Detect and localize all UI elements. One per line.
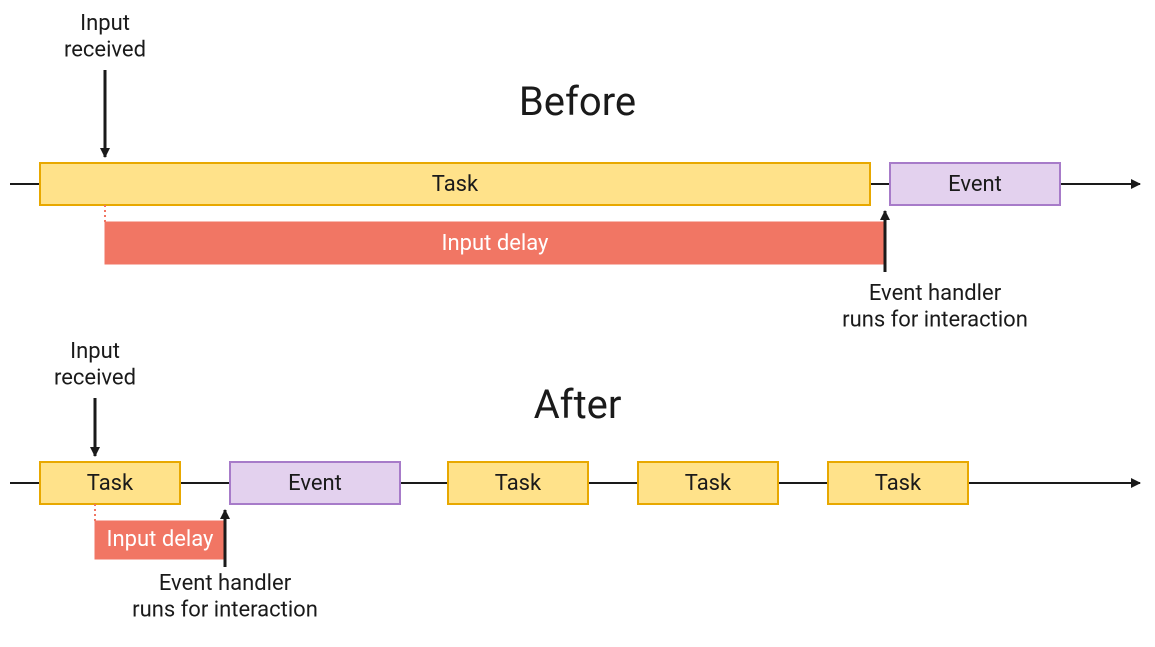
before-event-label: Event: [948, 172, 1002, 197]
before-input-delay-label: Input delay: [442, 231, 549, 256]
after-input-delay-label: Input delay: [107, 527, 214, 552]
after-input-received-label: Inputreceived: [54, 339, 136, 390]
after-title: After: [534, 381, 622, 428]
before-title: Before: [519, 78, 636, 125]
after-event-label-1: Event: [288, 471, 342, 496]
before-input-received-label: Inputreceived: [64, 11, 146, 62]
after-task-label-3: Task: [685, 471, 732, 496]
after-task-label-0: Task: [87, 471, 134, 496]
before-handler-label: Event handlerruns for interaction: [842, 281, 1028, 332]
after-task-label-2: Task: [495, 471, 542, 496]
after-task-label-4: Task: [875, 471, 922, 496]
after-handler-label: Event handlerruns for interaction: [132, 571, 318, 622]
before-task-label: Task: [432, 172, 479, 197]
